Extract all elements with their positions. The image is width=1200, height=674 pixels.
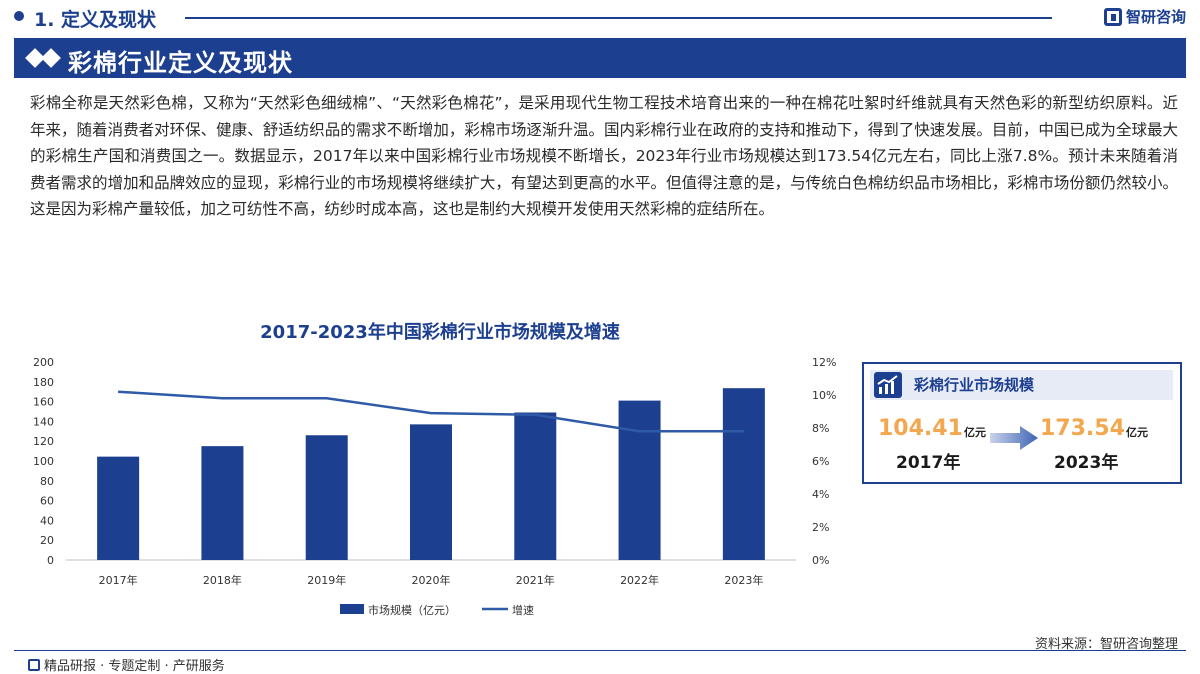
y-tick-label-right: 0% [812,554,829,567]
section-label: 1. 定义及现状 [34,9,157,31]
start-unit: 亿元 [964,426,986,439]
x-tick-label: 2023年 [724,573,763,587]
y-tick-label-left: 160 [33,396,54,409]
x-tick-label: 2018年 [203,573,242,587]
bar [97,456,140,560]
arrow-right-icon [990,426,1038,450]
legend-label-line: 增速 [512,603,534,617]
y-tick-label-left: 60 [40,495,54,508]
y-tick-label-left: 40 [40,514,54,527]
brand-mini-icon [28,658,40,671]
card-header: 彩棉行业市场规模 [870,370,1173,400]
x-tick-label: 2017年 [99,573,138,587]
bar [201,446,244,560]
y-tick-label-right: 12% [812,356,836,369]
bar [410,424,452,560]
bar [722,388,765,560]
legend-swatch-bar [340,604,364,614]
bar [305,435,348,560]
y-tick-label-left: 200 [33,356,54,369]
section-dot-icon [14,11,24,21]
end-year: 2023年 [1054,453,1119,473]
y-tick-label-left: 100 [33,455,54,468]
brand-logo: 智研咨询 [1103,6,1186,27]
y-tick-label-left: 80 [40,475,54,488]
x-tick-label: 2020年 [412,573,451,587]
legend-label-bar: 市场规模（亿元） [368,603,456,617]
y-tick-label-left: 0 [47,554,54,567]
chart-title: 2017-2023年中国彩棉行业市场规模及增速 [260,322,620,343]
y-tick-label-right: 4% [812,488,829,501]
growth-chart-icon [874,372,902,398]
body-paragraph: 彩棉全称是天然彩色棉，又称为“天然彩色细绒棉”、“天然彩色棉花”，是采用现代生物… [30,94,1178,219]
y-tick-label-left: 140 [33,415,54,428]
card-title: 彩棉行业市场规模 [914,376,1035,394]
y-tick-label-left: 20 [40,534,54,547]
market-size-chart: 0 20 40 60 80 100 120 140 160 180 200 0% 2% 4% 6% 8% 10%… [33,356,836,617]
bar [514,412,557,560]
end-unit: 亿元 [1126,426,1148,439]
diamond-icon [41,48,61,68]
y-tick-label-left: 120 [33,435,54,448]
header-rule [185,17,1052,19]
x-tick-label: 2021年 [516,573,555,587]
footer-tagline: 精品研报 · 专题定制 · 产研服务 [28,655,225,674]
bar [618,400,661,560]
x-tick-label: 2019年 [307,573,346,587]
brand-name: 智研咨询 [1125,8,1186,26]
y-tick-label-right: 6% [812,455,829,468]
title-banner: 彩棉行业定义及现状 [14,38,1186,78]
y-tick-label-left: 180 [33,376,54,389]
y-tick-label-right: 10% [812,389,836,402]
top-bar: 1. 定义及现状 智研咨询 [0,0,1200,34]
footer-rule [14,650,1186,651]
market-size-card: 彩棉行业市场规模 104.41 亿元 2017年 173.54 亿元 2023年 [862,362,1182,484]
x-tick-label: 2022年 [620,573,659,587]
data-source: 资料来源：智研咨询整理 [1034,637,1178,652]
brand-logo-icon [1103,7,1122,26]
growth-rate-line [118,390,744,433]
end-value: 173.54 [1040,416,1125,441]
y-tick-label-right: 8% [812,422,829,435]
y-tick-label-right: 2% [812,521,829,534]
start-year: 2017年 [896,453,961,473]
page-title: 彩棉行业定义及现状 [68,49,293,77]
tagline-text: 精品研报 · 专题定制 · 产研服务 [44,659,225,674]
start-value: 104.41 [878,416,963,441]
